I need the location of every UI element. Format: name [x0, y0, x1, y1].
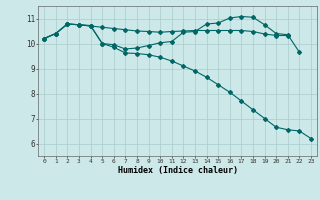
X-axis label: Humidex (Indice chaleur): Humidex (Indice chaleur)	[118, 166, 238, 175]
